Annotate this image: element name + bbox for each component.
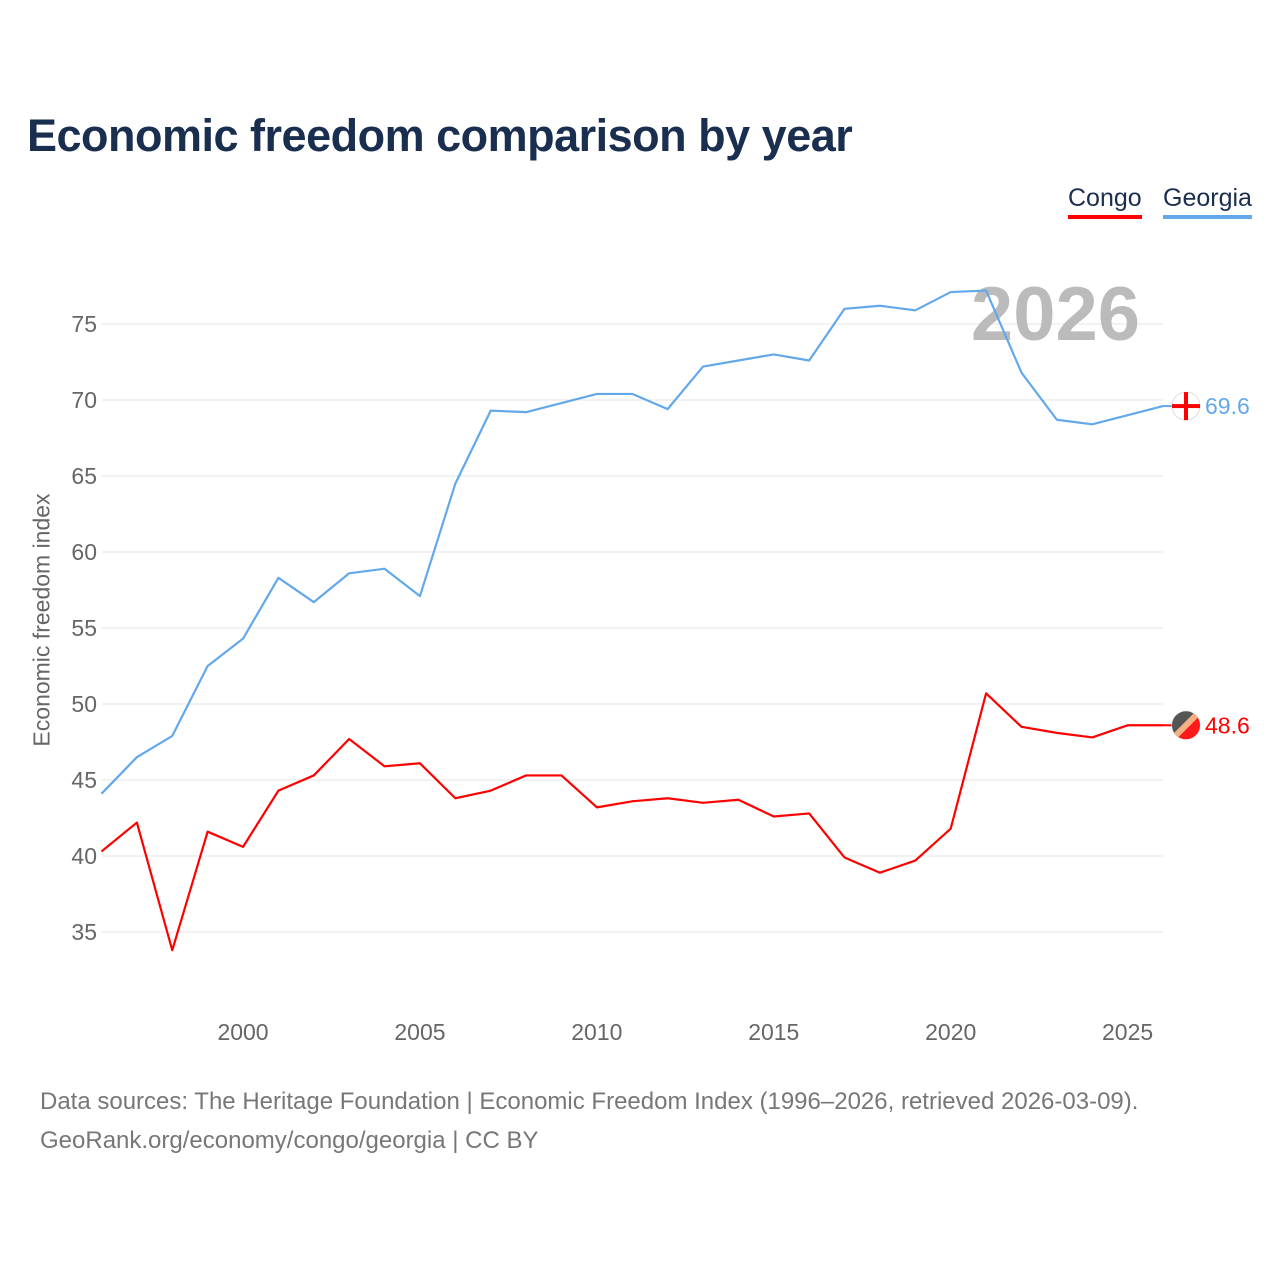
- source-line-2: GeoRank.org/economy/congo/georgia | CC B…: [40, 1127, 539, 1154]
- y-tick-label: 40: [71, 843, 97, 869]
- georgia-flag-icon: [1171, 391, 1201, 421]
- x-tick-label: 2025: [1102, 1019, 1153, 1045]
- x-tick-label: 2020: [925, 1019, 976, 1045]
- y-tick-label: 35: [71, 919, 97, 945]
- chart-title: Economic freedom comparison by year: [27, 110, 853, 161]
- y-tick-label: 60: [71, 539, 97, 565]
- y-tick-label: 65: [71, 463, 97, 489]
- y-tick-label: 75: [71, 311, 97, 337]
- y-tick-label: 55: [71, 615, 97, 641]
- flag-stripe: [1173, 713, 1199, 738]
- flag-cross: [1184, 392, 1188, 421]
- x-tick-label: 2005: [394, 1019, 445, 1045]
- year-watermark: 2026: [971, 272, 1140, 357]
- y-tick-label: 50: [71, 691, 97, 717]
- x-tick-label: 2010: [571, 1019, 622, 1045]
- y-tick-label: 45: [71, 767, 97, 793]
- y-tick-label: 70: [71, 387, 97, 413]
- series-line-congo: [100, 692, 1163, 952]
- legend-item-georgia[interactable]: Georgia: [1163, 184, 1252, 219]
- legend-item-congo[interactable]: Congo: [1068, 184, 1142, 219]
- end-label-georgia: 69.6: [1205, 393, 1250, 419]
- source-line-1: Data sources: The Heritage Foundation | …: [40, 1088, 1139, 1115]
- x-tick-label: 2000: [217, 1019, 268, 1045]
- congo-flag-icon: [1171, 710, 1201, 740]
- end-label-congo: 48.6: [1205, 712, 1250, 738]
- x-tick-label: 2015: [748, 1019, 799, 1045]
- series-line-georgia: [100, 289, 1164, 795]
